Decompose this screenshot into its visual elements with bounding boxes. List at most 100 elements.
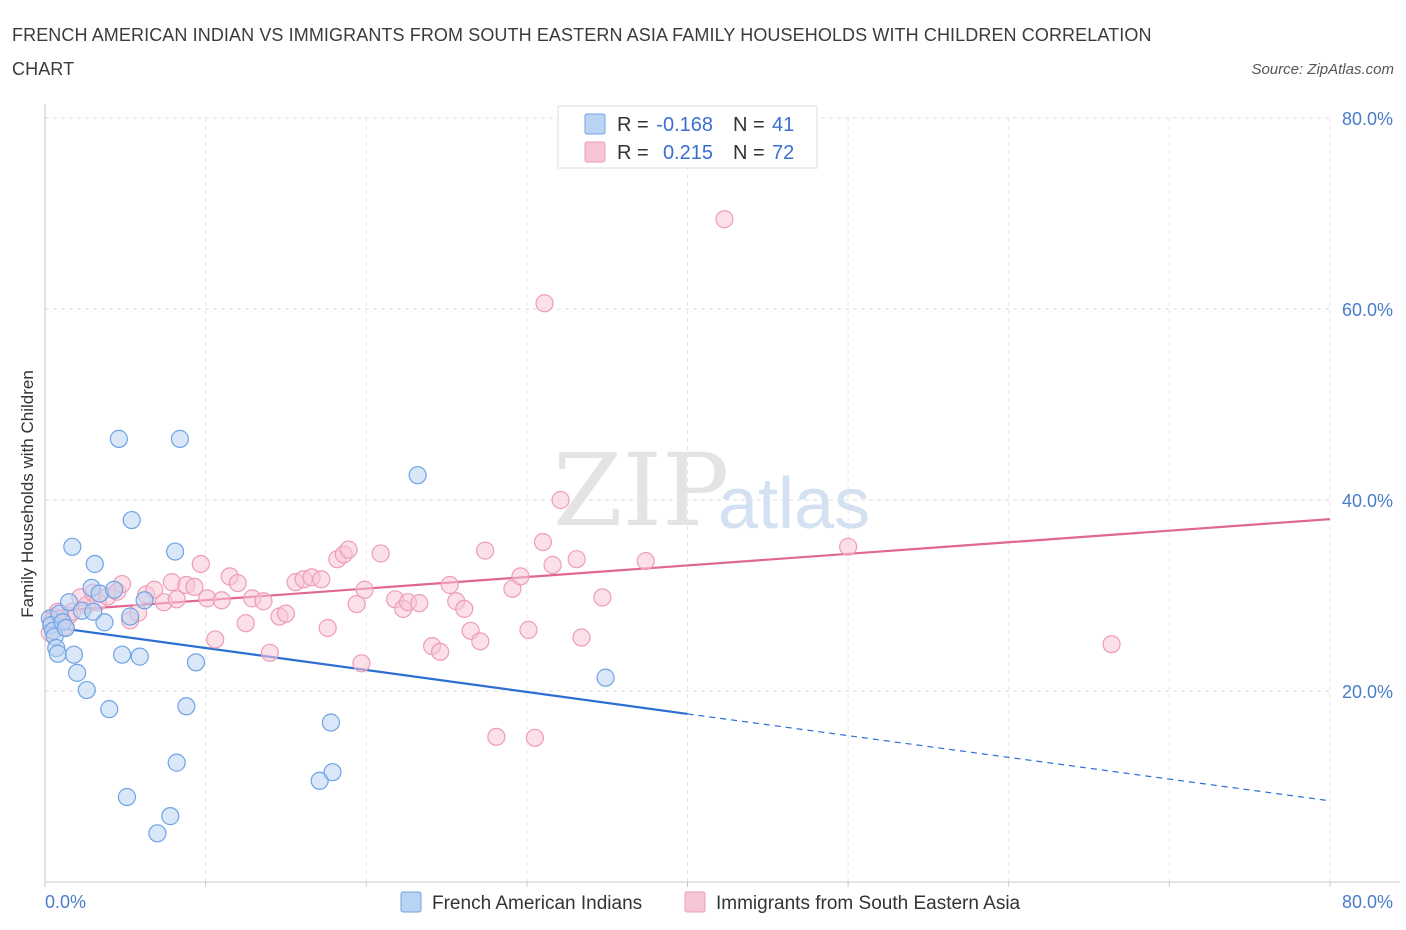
point-french-american-indian [59,593,79,612]
series-legend-label-2: Immigrants from South Eastern Asia [716,893,1021,914]
chart-title: FRENCH AMERICAN INDIAN VS IMMIGRANTS FRO… [12,25,1152,79]
tick-labels: 0.0% 80.0% 20.0% 40.0% 60.0% 80.0% [45,109,1393,912]
y-tick-label: 40.0% [1342,491,1393,511]
point-french-american-indian [112,645,132,664]
x-tick-label-max: 80.0% [1342,892,1393,912]
source-label: Source: ZipAtlas.com [1251,61,1394,78]
y-tick-label: 60.0% [1342,300,1393,320]
point-south-eastern-asia [440,575,459,595]
point-french-american-indian [95,613,114,632]
point-south-eastern-asia [543,555,562,575]
point-french-american-indian [100,700,119,719]
point-french-american-indian [161,807,180,826]
point-south-eastern-asia [167,590,186,609]
series-legend: French American Indians Immigrants from … [400,891,1021,914]
point-south-eastern-asia [511,567,530,586]
point-french-american-indian [596,668,615,687]
point-south-eastern-asia [487,727,506,746]
y-tick-label: 80.0% [1342,109,1393,129]
point-french-american-indian [84,602,103,621]
point-french-american-indian [321,713,341,732]
point-south-eastern-asia [212,591,231,610]
point-south-eastern-asia [572,628,591,647]
point-south-eastern-asia [185,577,204,597]
point-south-eastern-asia [567,550,586,569]
point-french-american-indian [148,824,167,843]
point-french-american-indian [177,697,196,716]
legend-r-value-2: 0.215 [663,142,713,164]
point-french-american-indian [121,607,140,626]
point-south-eastern-asia [535,294,554,313]
point-french-american-indian [117,787,137,807]
point-french-american-indian [77,680,96,700]
point-south-eastern-asia [1102,635,1121,654]
point-french-american-indian [122,510,141,530]
point-south-eastern-asia [312,570,331,589]
x-tick-label-min: 0.0% [45,892,86,912]
point-south-eastern-asia [533,532,553,552]
point-french-american-indian [48,644,67,663]
series-legend-swatch-pink [684,891,706,913]
legend-r-label-1: R = [617,114,649,136]
point-south-eastern-asia [839,537,858,556]
point-french-american-indian [56,618,75,638]
point-south-eastern-asia [318,618,337,638]
point-south-eastern-asia [339,540,358,559]
point-south-eastern-asia [471,632,490,651]
point-french-american-indian [135,591,154,610]
y-axis-label: Family Households with Children [18,370,37,618]
point-south-eastern-asia [228,573,247,593]
point-french-american-indian [64,645,84,664]
point-french-american-indian [63,537,82,556]
legend-swatch-blue [584,113,606,135]
watermark: ZIP atlas [553,432,870,549]
point-south-eastern-asia [254,592,273,611]
series-legend-swatch-blue [400,891,422,913]
point-south-eastern-asia [276,604,296,623]
point-south-eastern-asia [347,594,366,614]
legend-r-label-2: R = [617,142,649,164]
point-french-american-indian [167,753,186,772]
point-south-eastern-asia [371,544,390,563]
point-south-eastern-asia [551,490,570,510]
point-south-eastern-asia [260,643,279,662]
point-south-eastern-asia [236,614,255,633]
point-french-american-indian [186,653,206,672]
point-south-eastern-asia [355,580,374,599]
point-south-eastern-asia [519,620,538,639]
point-french-american-indian [130,647,149,666]
legend-swatch-pink [584,141,606,163]
series-legend-label-1: French American Indians [432,893,642,914]
point-south-eastern-asia [191,554,210,574]
point-french-american-indian [85,554,104,574]
point-french-american-indian [109,429,128,448]
point-french-american-indian [310,771,329,790]
y-tick-label: 20.0% [1342,682,1393,702]
point-south-eastern-asia [431,642,450,661]
stats-legend: R = -0.168 N = 41 R = 0.215 N = 72 [557,105,818,169]
point-south-eastern-asia [410,594,429,613]
watermark-zip: ZIP [553,432,729,549]
legend-r-value-1: -0.168 [656,114,713,136]
legend-n-value-1: 41 [772,114,794,136]
watermark-atlas: atlas [718,464,870,544]
point-french-american-indian [104,580,124,599]
point-south-eastern-asia [352,654,371,673]
point-south-eastern-asia [715,210,734,229]
point-french-american-indian [170,429,190,448]
data-points [40,210,1121,843]
legend-n-label-2: N = [733,142,765,164]
point-south-eastern-asia [455,599,474,618]
point-south-eastern-asia [525,728,545,747]
point-french-american-indian [408,466,427,485]
legend-n-value-2: 72 [772,142,794,164]
axes [44,104,1400,887]
point-south-eastern-asia [206,630,225,649]
point-south-eastern-asia [476,541,495,560]
point-french-american-indian [166,542,185,561]
legend-n-label-1: N = [733,114,765,136]
trend-line-extension-1 [687,713,1331,802]
point-south-eastern-asia [593,588,612,607]
point-french-american-indian [68,663,87,682]
